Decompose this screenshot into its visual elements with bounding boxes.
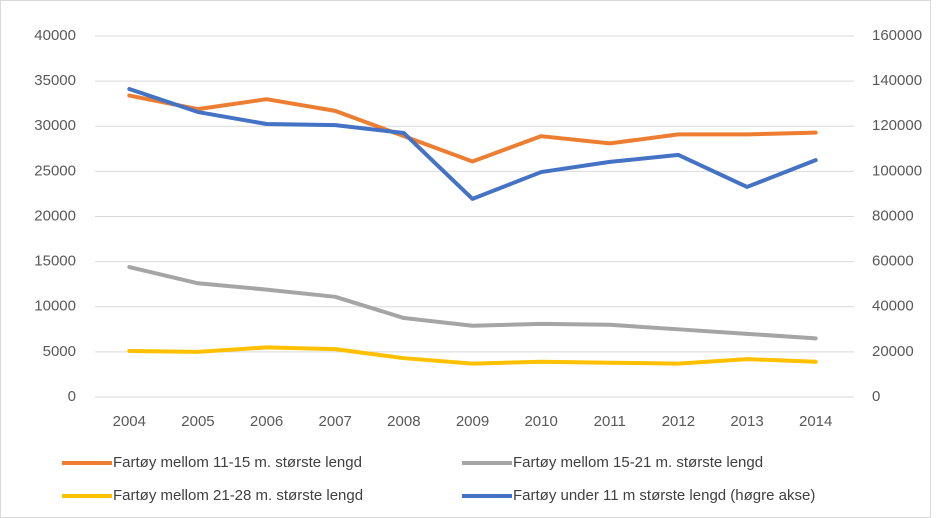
y2-tick-label: 80000 — [872, 207, 914, 224]
series-line — [127, 345, 818, 366]
y-tick-label: 35000 — [34, 72, 76, 89]
x-tick-label: 2010 — [524, 413, 557, 430]
legend: Fartøy mellom 11-15 m. største lengd Fart… — [62, 454, 815, 504]
series-line — [127, 93, 818, 164]
legend-label: Fartøy mellom 11-15 m. største lengd — [113, 454, 362, 471]
y-tick-label: 10000 — [34, 298, 76, 315]
x-tick-label: 2014 — [799, 413, 832, 430]
x-tick-label: 2013 — [730, 413, 763, 430]
series-line — [127, 87, 818, 201]
legend-label: Fartøy mellom 15-21 m. største lengd — [513, 454, 763, 471]
x-tick-label: 2006 — [250, 413, 283, 430]
y-tick-label: 15000 — [34, 253, 76, 270]
x-tick-label: 2007 — [319, 413, 352, 430]
series-line — [127, 265, 818, 341]
x-tick-label: 2009 — [456, 413, 489, 430]
y-tick-label: 5000 — [43, 343, 76, 360]
y-tick-label: 40000 — [34, 27, 76, 44]
legend-label: Fartøy mellom 21-28 m. største lengd — [113, 487, 363, 504]
y2-tick-label: 40000 — [872, 298, 914, 315]
x-tick-label: 2011 — [594, 413, 626, 430]
x-tick-label: 2004 — [113, 413, 146, 430]
x-tick-label: 2012 — [662, 413, 695, 430]
y2-tick-label: 0 — [872, 388, 880, 405]
y-tick-label: 20000 — [34, 207, 76, 224]
y-tick-label: 25000 — [34, 162, 76, 179]
x-tick-label: 2005 — [181, 413, 214, 430]
y-tick-label: 0 — [68, 388, 76, 405]
x-tick-label: 2008 — [387, 413, 420, 430]
y-tick-label: 30000 — [34, 117, 76, 134]
y2-tick-label: 120000 — [872, 117, 922, 134]
y2-tick-label: 160000 — [872, 27, 922, 44]
y2-tick-label: 20000 — [872, 343, 914, 360]
y2-tick-label: 60000 — [872, 253, 914, 270]
legend-label: Fartøy under 11 m største lengd (høgre a… — [513, 487, 815, 504]
y2-tick-label: 100000 — [872, 162, 922, 179]
y2-tick-label: 140000 — [872, 72, 922, 89]
